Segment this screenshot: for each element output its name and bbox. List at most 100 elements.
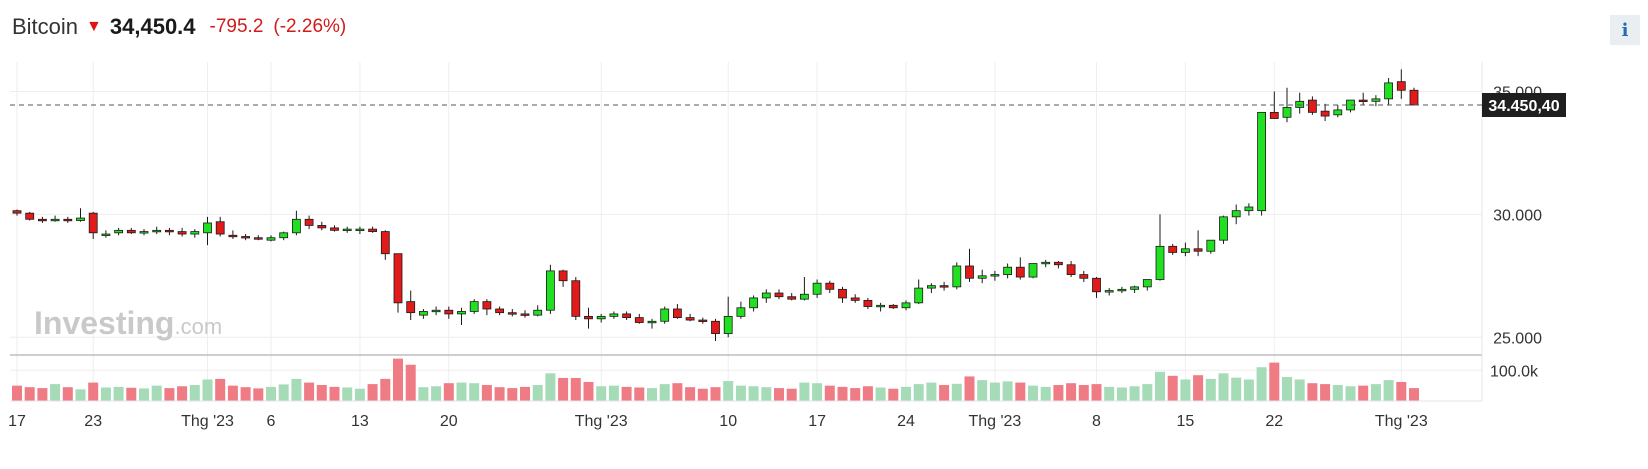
candle-down [241,236,251,239]
candle-up [1333,109,1343,116]
volume-bar-up [532,385,543,401]
price-tick-label: 25.000 [1493,330,1542,347]
last-price: 34,450.4 [109,14,196,39]
volume-bar-down [88,382,99,401]
candle-down [12,210,22,214]
candle-down [1168,245,1178,253]
candle-down [1320,110,1330,117]
candle-down [838,288,847,299]
volume-bar-down [481,385,492,401]
candle-up [914,287,924,304]
volume-bar-down [12,385,22,401]
candle-up [114,229,123,234]
price-down-arrow-icon: ▼ [86,18,102,35]
candle-down [330,227,339,231]
candle-up [1142,279,1152,288]
time-tick-label: 17 [8,413,26,430]
volume-bar-up [1383,380,1394,401]
volume-bar-down [634,387,645,401]
volume-bar-up [875,387,886,401]
info-icon[interactable]: i [1610,15,1640,45]
volume-bar-up [1345,386,1356,401]
time-tick-label: 10 [719,413,737,430]
candle-up [901,302,911,309]
volume-bar-up [113,386,124,401]
candle-up [1257,111,1266,212]
candle-up [952,265,962,288]
instrument-name: Bitcoin [12,14,79,39]
volume-bar-up [418,387,429,401]
candle-down [177,231,187,235]
volume-bar-down [1053,385,1064,401]
volume-bar-down [672,383,683,401]
volume-bar-up [354,388,365,401]
time-tick-label: 6 [267,413,276,430]
volume-bar-down [621,386,632,401]
volume-bar-up [1231,377,1242,401]
candle-up [736,307,746,317]
volume-bar-down [126,387,137,401]
candle-down [380,231,390,255]
candle-up [812,282,822,295]
volume-bar-down [862,386,873,401]
candle-down [63,218,73,222]
candle-up [990,274,1000,277]
candle-up [1028,263,1038,278]
candle-down [711,320,720,334]
time-tick-label: Thg '23 [968,413,1021,430]
candle-down [304,218,314,226]
candle-up [1041,261,1051,265]
candle-up [469,301,479,312]
candle-down [38,218,47,222]
volume-bar-up [1180,379,1191,401]
candle-down [126,229,136,234]
candle-down [558,270,568,282]
candle-down [1358,99,1368,102]
volume-bar-up [799,382,810,401]
time-tick-label: 24 [897,413,915,430]
volume-bar-down [494,387,505,401]
candle-down [25,212,35,220]
volume-bar-up [761,387,772,401]
volume-bars [12,358,1419,401]
volume-bar-down [520,386,530,401]
time-tick-label: Thg '23 [575,413,628,430]
candle-down [444,309,454,315]
volume-bar-up [1243,379,1254,401]
volume-bar-up [189,385,200,401]
candle-down [88,212,98,234]
volume-bar-down [888,388,899,401]
candle-down [215,221,225,235]
volume-bar-up [748,386,759,401]
candle-up [139,231,149,234]
volume-bar-down [1269,362,1280,401]
candle-down [622,313,631,318]
volume-bar-down [1320,384,1331,401]
candle-up [660,308,670,322]
time-tick-label: 22 [1265,413,1283,430]
volume-bar-down [253,388,264,401]
time-tick-label: 15 [1177,413,1195,430]
candle-up [876,304,885,308]
candle-down [1079,274,1089,279]
volume-bar-down [1167,375,1178,401]
candle-down [1269,111,1279,119]
candle-up [977,275,987,279]
candle-down [164,229,174,233]
candle-down [888,304,898,309]
candle-down [571,280,581,317]
candle-down [698,319,708,322]
volume-bar-down [710,387,721,401]
candle-up [76,217,85,221]
candle-up [533,309,543,316]
current-price-line: 34.450,40 [10,92,1566,117]
candle-up [1231,210,1241,218]
candle-up [1371,98,1381,102]
chart-grid [10,62,1482,401]
candle-down [584,315,593,320]
candle-up [342,228,352,232]
candle-down [1396,81,1406,91]
candle-up [800,293,809,300]
volume-bar-down [37,388,48,401]
